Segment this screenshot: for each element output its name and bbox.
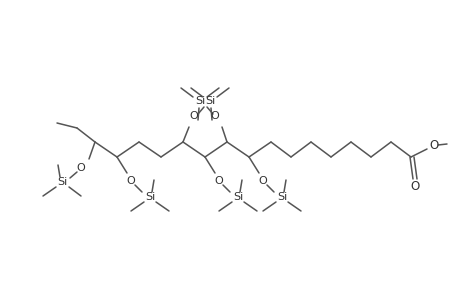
- Text: O: O: [126, 176, 135, 186]
- Text: Si: Si: [57, 177, 67, 187]
- Text: Si: Si: [145, 192, 155, 202]
- Text: O: O: [428, 139, 438, 152]
- Text: O: O: [77, 163, 85, 173]
- Text: O: O: [210, 111, 219, 121]
- Text: Si: Si: [195, 96, 205, 106]
- Text: O: O: [214, 176, 223, 186]
- Text: Si: Si: [204, 96, 215, 106]
- Text: Si: Si: [276, 192, 286, 202]
- Text: Si: Si: [232, 192, 243, 202]
- Text: O: O: [258, 176, 267, 186]
- Text: O: O: [409, 181, 419, 194]
- Text: O: O: [189, 111, 198, 121]
